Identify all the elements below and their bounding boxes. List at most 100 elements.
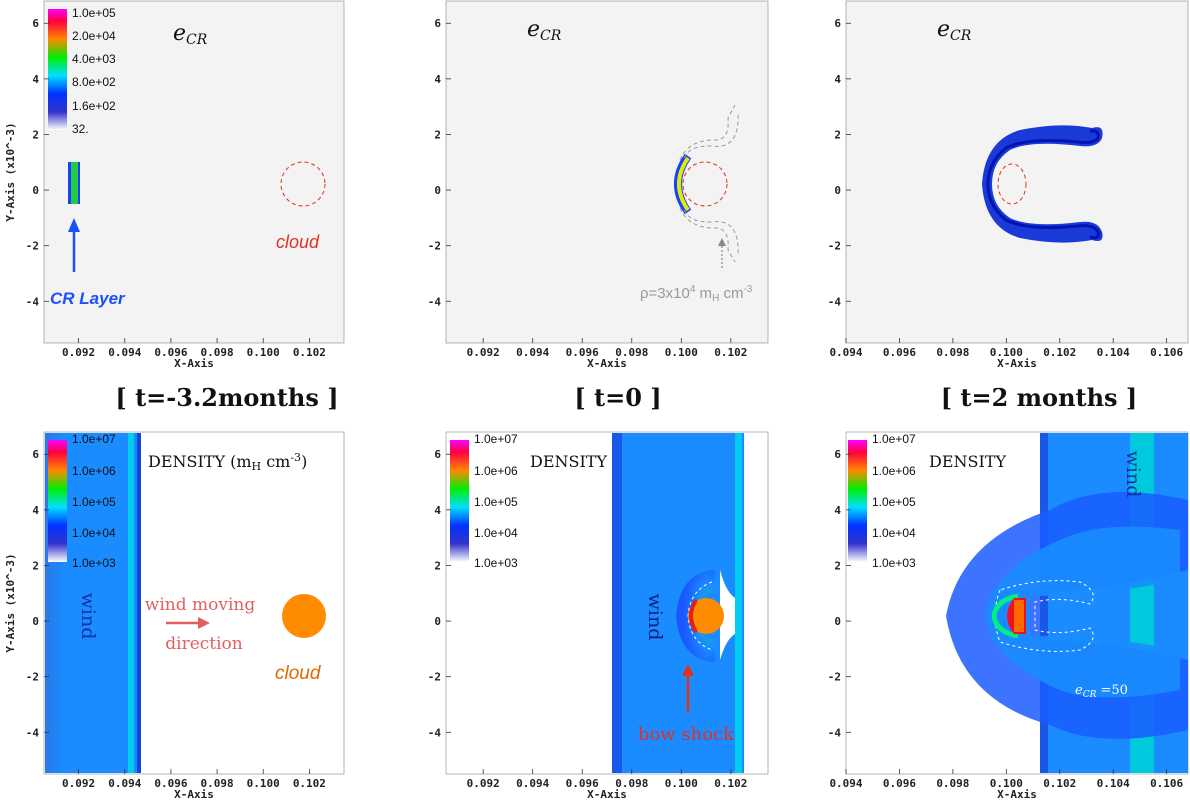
x-axis-label: X-Axis: [174, 357, 214, 370]
ytick-label: 4: [434, 73, 441, 86]
wind-shade-6: [1040, 433, 1048, 773]
wind-strip-5: [735, 433, 742, 773]
ytick-label: 2: [32, 128, 39, 141]
wind-moving-label-1: wind moving: [145, 595, 256, 615]
title-4: DENSITY (mH cm-3): [148, 451, 307, 473]
ytick-label: 0: [434, 615, 441, 628]
cb4-labels: 1.0e+07 1.0e+06 1.0e+05 1.0e+04 1.0e+03: [72, 432, 116, 570]
xtick-label: 0.094: [516, 346, 549, 359]
y-axis-label: Y-Axis (x10^-3): [4, 122, 17, 221]
cb5-label-0: 1.0e+07: [474, 432, 518, 446]
colorbar-5: [450, 440, 469, 562]
ytick-label: -2: [26, 671, 39, 684]
xtick-label: 0.094: [108, 777, 141, 790]
contour-label-6: eCR =50: [1075, 683, 1128, 700]
ytick-label: 4: [834, 73, 841, 86]
ytick-label: 2: [434, 559, 441, 572]
xtick-label: 0.092: [467, 346, 500, 359]
wind-moving-label-2: direction: [165, 634, 243, 654]
xtick-label: 0.102: [714, 346, 747, 359]
x-axis-label: X-Axis: [587, 357, 627, 370]
x-axis-label: X-Axis: [174, 788, 214, 801]
wind-label-6: wind: [1122, 451, 1144, 498]
ytick-label: -2: [26, 240, 39, 253]
cloud-label-1: cloud: [276, 232, 320, 252]
xtick-label: 0.096: [154, 777, 187, 790]
ytick-label: -4: [428, 726, 442, 739]
cr-layer-edge-right: [78, 162, 80, 204]
cb6-label-1: 1.0e+06: [872, 464, 916, 478]
cb1-label-2: 4.0e+03: [72, 52, 116, 66]
xtick-label: 0.098: [936, 346, 969, 359]
time-label-1: [ t=-3.2months ]: [115, 383, 338, 412]
axes-layer: 0.092 0.094 0.096 0.098 0.100 0.102 6 4 2 0 -2 -4 X-…: [4, 17, 1184, 801]
cloud-front-5: [689, 598, 698, 634]
contour-arrowhead: [718, 238, 726, 246]
xtick-label: 0.100: [990, 777, 1023, 790]
bow-arrowhead: [682, 664, 694, 676]
xtick-label: 0.106: [1150, 346, 1183, 359]
xtick-label: 0.094: [829, 346, 862, 359]
cb5-label-1: 1.0e+06: [474, 464, 518, 478]
ytick-label: -2: [428, 240, 441, 253]
title-6: DENSITY: [929, 452, 1006, 471]
xtick-label: 0.098: [615, 346, 648, 359]
xtick-label: 0.096: [883, 777, 916, 790]
ytick-label: 4: [834, 504, 841, 517]
cr-arc-inner: [677, 156, 690, 212]
xtick-label: 0.100: [247, 777, 280, 790]
ytick-label: -4: [428, 295, 442, 308]
cb4-label-3: 1.0e+04: [72, 526, 116, 540]
y-axis-label: Y-Axis (x10^-3): [4, 553, 17, 652]
cb1-label-3: 8.0e+02: [72, 75, 116, 89]
density-contour-top: [679, 104, 739, 161]
xtick-label: 0.100: [247, 346, 280, 359]
xtick-label: 0.096: [883, 346, 916, 359]
cloud-label-4: cloud: [275, 663, 322, 684]
ytick-label: 2: [834, 559, 841, 572]
colorbar-1: [48, 9, 67, 130]
cloud-core-6: [1014, 600, 1024, 632]
ytick-label: 6: [434, 17, 441, 30]
ytick-label: 4: [32, 504, 39, 517]
panel-2-bg: [445, 0, 769, 344]
colorbar-6: [848, 440, 867, 562]
cb5-label-2: 1.0e+05: [474, 495, 518, 509]
ytick-label: 6: [834, 17, 841, 30]
wind-label-5: wind: [644, 594, 666, 641]
wind-front-4: [137, 433, 141, 773]
cloud-outline-3: [997, 163, 1027, 205]
cb5-label-3: 1.0e+04: [474, 526, 518, 540]
ytick-label: 6: [834, 448, 841, 461]
cb6-label-0: 1.0e+07: [872, 432, 916, 446]
cr-layer-arrowhead: [68, 218, 80, 232]
x-axis-label: X-Axis: [997, 788, 1037, 801]
wind-label-4: wind: [77, 593, 99, 640]
title-2: eCR: [527, 17, 562, 44]
bow-6: [991, 593, 1019, 639]
xtick-label: 0.104: [1097, 777, 1130, 790]
ytick-label: 6: [32, 448, 39, 461]
colorbar-4: [48, 440, 67, 562]
ytick-label: -2: [828, 671, 841, 684]
xtick-label: 0.098: [201, 777, 234, 790]
xtick-label: 0.106: [1150, 777, 1183, 790]
cloud-outline-2: [682, 161, 728, 207]
density-contour-label: ρ=3x104 mH cm-3: [640, 284, 753, 304]
cb4-label-1: 1.0e+06: [72, 464, 116, 478]
xtick-label: 0.102: [293, 346, 326, 359]
cb6-label-2: 1.0e+05: [872, 495, 916, 509]
ytick-label: 2: [32, 559, 39, 572]
bow-shock-label: bow shock: [638, 724, 735, 745]
xtick-label: 0.102: [714, 777, 747, 790]
cr-layer-label: CR Layer: [50, 289, 126, 308]
xtick-label: 0.100: [665, 346, 698, 359]
cloud-disk-5: [688, 598, 724, 634]
cb5-labels: 1.0e+07 1.0e+06 1.0e+05 1.0e+04 1.0e+03: [474, 432, 518, 570]
xtick-label: 0.100: [665, 777, 698, 790]
ytick-label: -4: [828, 726, 842, 739]
cb1-label-4: 1.6e+02: [72, 99, 116, 113]
xtick-label: 0.096: [566, 346, 599, 359]
wind-edge-4: [128, 433, 134, 773]
title-1: eCR: [173, 21, 208, 48]
